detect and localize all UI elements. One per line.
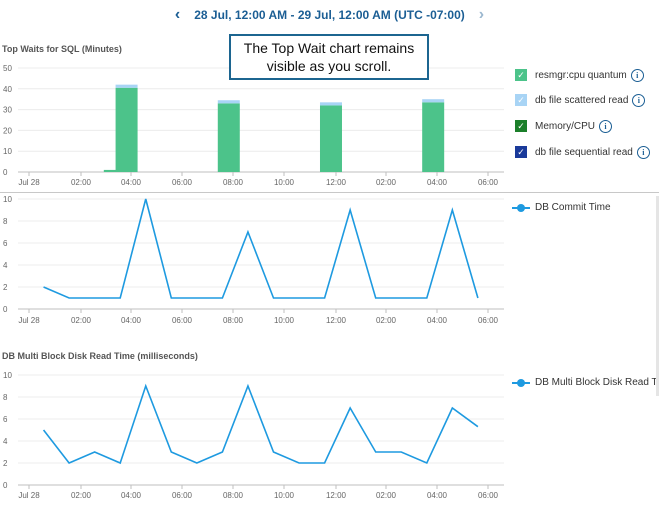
date-range-label: 28 Jul, 12:00 AM - 29 Jul, 12:00 AM (UTC…	[194, 8, 465, 22]
x-tick-label: 02:00	[71, 491, 92, 500]
y-tick-label: 10	[3, 147, 12, 156]
y-tick-label: 2	[3, 459, 8, 468]
x-tick-label: 04:00	[427, 316, 448, 325]
y-tick-label: 8	[3, 217, 8, 226]
x-tick-label: 06:00	[478, 316, 499, 325]
x-tick-label: 06:00	[172, 316, 193, 325]
checkbox-icon[interactable]: ✓	[515, 94, 527, 106]
legend-item-resmgr[interactable]: ✓ resmgr:cpu quantum i	[515, 67, 644, 83]
x-tick-label: 10:00	[274, 316, 295, 325]
x-tick-label: 12:00	[326, 178, 347, 187]
x-tick-label: 08:00	[223, 178, 244, 187]
bar	[422, 102, 445, 172]
y-tick-label: 0	[3, 481, 8, 490]
callout-line-1: The Top Wait chart remains	[243, 40, 415, 56]
legend-item-memory-cpu[interactable]: ✓ Memory/CPU i	[515, 118, 613, 134]
x-tick-label: 04:00	[121, 491, 142, 500]
info-icon[interactable]: i	[630, 68, 644, 82]
commit-time-chart: 0 2 4 6 8 10 Jul 28 02:00 04:00 06:00 08:00 10:00 12…	[3, 195, 504, 325]
x-tick-label: 06:00	[172, 491, 193, 500]
x-tick-label: 04:00	[121, 178, 142, 187]
bar	[217, 103, 240, 172]
y-tick-label: 10	[3, 371, 12, 380]
x-tick-label: 02:00	[376, 316, 397, 325]
x-tick-label: 08:00	[223, 491, 244, 500]
bar	[422, 99, 445, 103]
info-icon[interactable]: i	[636, 145, 650, 159]
y-tick-label: 2	[3, 283, 8, 292]
line-marker-icon	[512, 203, 530, 213]
legend-label: db file sequential read	[535, 146, 633, 158]
commit-legend[interactable]: DB Commit Time	[512, 202, 611, 213]
x-tick-label: 02:00	[71, 178, 92, 187]
y-tick-label: 50	[3, 64, 12, 73]
x-tick-label: 12:00	[326, 316, 347, 325]
chevron-left-icon: ‹	[174, 6, 181, 23]
legend-label: DB Commit Time	[535, 202, 611, 213]
bar	[115, 87, 138, 172]
x-tick-label: 10:00	[274, 491, 295, 500]
multiblock-chart: 0 2 4 6 8 10 Jul 28 02:00 04:00 06:00 08:00 10:00 12…	[3, 371, 504, 500]
next-range-button[interactable]: ›	[479, 7, 484, 23]
x-tick-label: 08:00	[223, 316, 244, 325]
y-tick-label: 20	[3, 126, 12, 135]
y-tick-label: 6	[3, 415, 8, 424]
x-tick-label: 02:00	[71, 316, 92, 325]
multiblock-title: DB Multi Block Disk Read Time (milliseco…	[2, 351, 198, 361]
series-line	[43, 198, 479, 299]
chevron-right-icon: ›	[478, 6, 485, 23]
prev-range-button[interactable]: ‹	[175, 7, 180, 23]
bar	[217, 100, 240, 104]
multiblock-legend[interactable]: DB Multi Block Disk Read Ti	[512, 377, 659, 388]
x-tick-label: 10:00	[274, 178, 295, 187]
info-icon[interactable]: i	[599, 119, 613, 133]
legend-item-scattered-read[interactable]: ✓ db file scattered read i	[515, 92, 646, 108]
x-tick-label: 04:00	[427, 178, 448, 187]
x-tick-label: 06:00	[172, 178, 193, 187]
y-tick-label: 4	[3, 437, 8, 446]
x-tick-label: 12:00	[326, 491, 347, 500]
line-marker-icon	[512, 378, 530, 388]
legend-label: db file scattered read	[535, 94, 629, 106]
checkbox-icon[interactable]: ✓	[515, 69, 527, 81]
y-tick-label: 6	[3, 239, 8, 248]
scrollbar[interactable]	[656, 196, 659, 396]
legend-label: resmgr:cpu quantum	[535, 69, 627, 81]
callout-line-2: visible as you scroll.	[266, 58, 392, 74]
x-tick-label: Jul 28	[18, 491, 40, 500]
info-icon[interactable]: i	[632, 93, 646, 107]
x-tick-label: Jul 28	[18, 316, 40, 325]
y-tick-label: 4	[3, 261, 8, 270]
legend-label: Memory/CPU	[535, 120, 596, 132]
y-tick-label: 8	[3, 393, 8, 402]
x-tick-label: 06:00	[478, 491, 499, 500]
legend-label: DB Multi Block Disk Read Ti	[535, 377, 659, 388]
checkbox-icon[interactable]: ✓	[515, 146, 527, 158]
legend-item-sequential-read[interactable]: ✓ db file sequential read i	[515, 144, 650, 160]
y-tick-label: 30	[3, 106, 12, 115]
scroll-callout: The Top Wait chart remains visible as yo…	[229, 34, 429, 80]
x-tick-label: 04:00	[121, 316, 142, 325]
date-range-header: ‹ 28 Jul, 12:00 AM - 29 Jul, 12:00 AM (U…	[0, 0, 659, 30]
bar	[319, 102, 342, 106]
bar	[319, 105, 342, 172]
y-tick-label: 0	[3, 168, 8, 177]
x-tick-label: 02:00	[376, 491, 397, 500]
x-tick-label: Jul 28	[18, 178, 40, 187]
series-line	[42, 383, 479, 465]
y-tick-label: 10	[3, 195, 12, 204]
checkbox-icon[interactable]: ✓	[515, 120, 527, 132]
bar	[103, 169, 124, 172]
x-tick-label: 04:00	[427, 491, 448, 500]
y-tick-label: 0	[3, 305, 8, 314]
top-waits-title: Top Waits for SQL (Minutes)	[2, 44, 122, 54]
x-tick-label: 02:00	[376, 178, 397, 187]
y-tick-label: 40	[3, 85, 12, 94]
x-tick-label: 06:00	[478, 178, 499, 187]
bar	[115, 84, 138, 88]
